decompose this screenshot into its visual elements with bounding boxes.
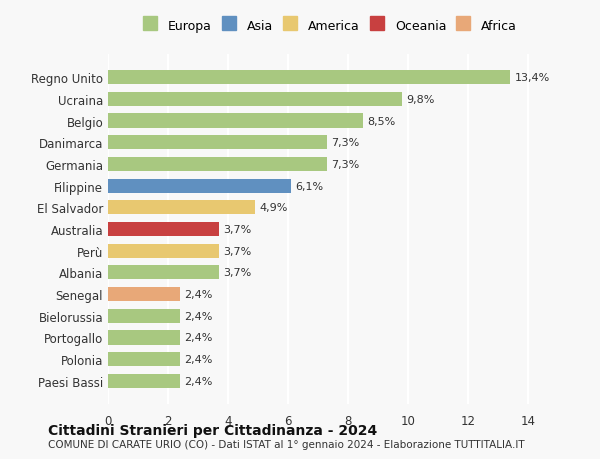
Bar [108,353,180,366]
Bar [108,114,363,129]
Bar [108,179,291,193]
Text: 2,4%: 2,4% [185,354,213,364]
Bar [108,157,327,172]
Bar [108,309,180,323]
Text: 9,8%: 9,8% [407,95,435,105]
Legend: Europa, Asia, America, Oceania, Africa: Europa, Asia, America, Oceania, Africa [139,16,521,36]
Text: 13,4%: 13,4% [515,73,550,83]
Text: 8,5%: 8,5% [367,116,396,126]
Text: 7,3%: 7,3% [331,138,360,148]
Text: 3,7%: 3,7% [223,268,252,278]
Text: 6,1%: 6,1% [296,181,323,191]
Text: 2,4%: 2,4% [185,290,213,299]
Text: 2,4%: 2,4% [185,311,213,321]
Bar [108,136,327,150]
Bar [108,244,219,258]
Text: COMUNE DI CARATE URIO (CO) - Dati ISTAT al 1° gennaio 2024 - Elaborazione TUTTIT: COMUNE DI CARATE URIO (CO) - Dati ISTAT … [48,440,524,449]
Text: 7,3%: 7,3% [331,160,360,169]
Text: 4,9%: 4,9% [260,203,288,213]
Bar [108,71,510,85]
Text: 2,4%: 2,4% [185,376,213,386]
Text: 2,4%: 2,4% [185,333,213,343]
Text: 3,7%: 3,7% [223,246,252,256]
Text: Cittadini Stranieri per Cittadinanza - 2024: Cittadini Stranieri per Cittadinanza - 2… [48,423,377,437]
Bar [108,266,219,280]
Bar [108,374,180,388]
Text: 3,7%: 3,7% [223,224,252,235]
Bar [108,287,180,302]
Bar [108,93,402,106]
Bar [108,330,180,345]
Bar [108,223,219,236]
Bar [108,201,255,215]
